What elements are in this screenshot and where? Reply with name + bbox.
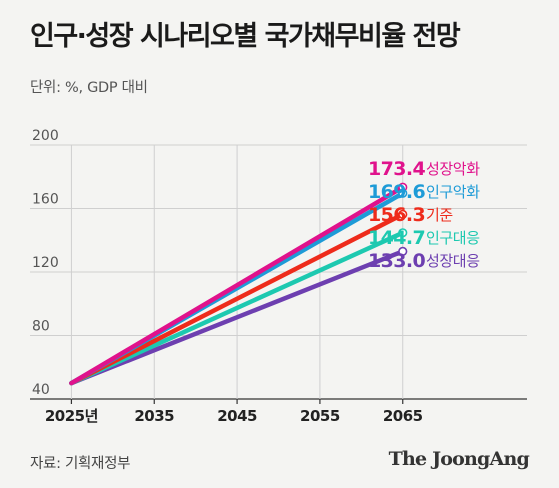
y-tick-label: 80 xyxy=(32,319,50,335)
data-label: 144.7 xyxy=(368,227,425,249)
data-label: 173.4 xyxy=(368,158,425,180)
series-line xyxy=(69,184,405,386)
x-tick-label: 2055 xyxy=(300,407,340,425)
series-name-label: 성장대응 xyxy=(426,252,480,270)
x-tick-label: 2025년 xyxy=(45,407,98,425)
series-name-label: 기준 xyxy=(426,206,453,224)
x-tick-label: 2035 xyxy=(134,407,174,425)
source-label: 자료: 기획재정부 xyxy=(30,456,131,472)
data-label: 169.6 xyxy=(368,181,425,203)
unit-label: 단위: %, GDP 대비 xyxy=(30,80,148,96)
series-name-label: 성장악화 xyxy=(426,160,480,178)
data-label: 156.3 xyxy=(368,204,425,226)
y-tick-label: 160 xyxy=(32,192,59,208)
x-tick-label: 2065 xyxy=(383,407,423,425)
data-label: 133.0 xyxy=(368,250,425,272)
series-line xyxy=(69,212,405,386)
x-tick-label: 2045 xyxy=(217,407,257,425)
series-line xyxy=(69,230,405,386)
page-title: 인구·성장 시나리오별 국가채무비율 전망 xyxy=(30,21,461,52)
publisher-logo: The JoongAng xyxy=(388,448,530,470)
y-tick-label: 200 xyxy=(32,128,59,144)
y-tick-label: 120 xyxy=(32,255,59,271)
series-end-point xyxy=(398,209,408,219)
series-line xyxy=(69,249,405,386)
series-end-point xyxy=(398,246,408,256)
series-name-label: 인구악화 xyxy=(426,183,480,201)
y-tick-label: 40 xyxy=(32,382,50,398)
series-name-label: 인구대응 xyxy=(426,229,480,247)
series-end-point xyxy=(398,228,408,238)
series-end-point xyxy=(398,188,408,198)
